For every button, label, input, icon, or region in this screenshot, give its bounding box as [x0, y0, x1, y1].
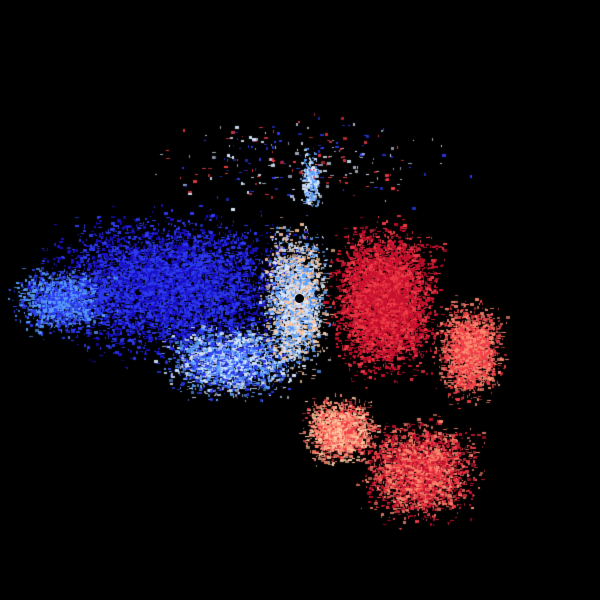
radar-site-marker [295, 294, 304, 303]
